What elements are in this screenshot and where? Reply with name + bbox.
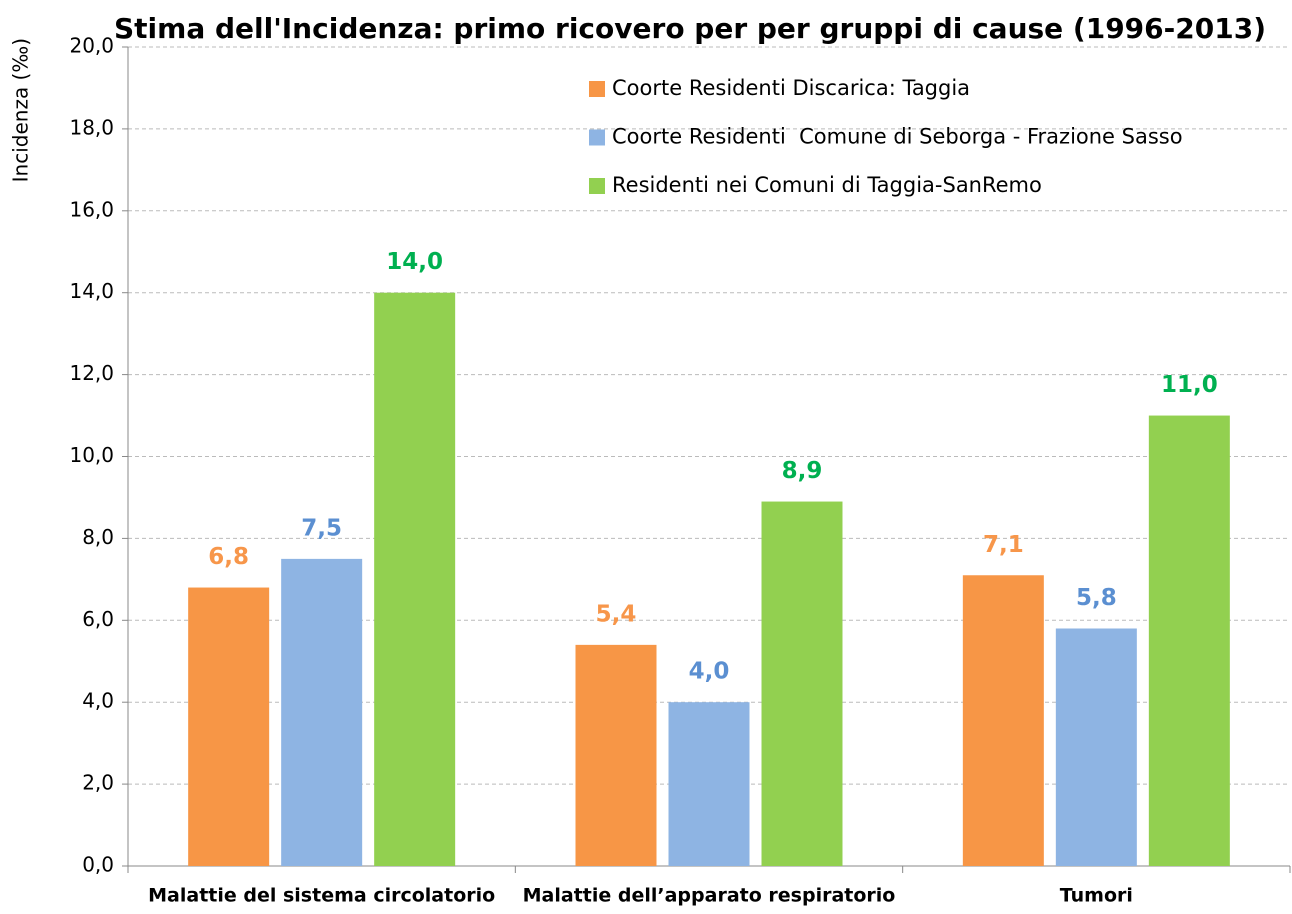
legend-label: Coorte Residenti Discarica: Taggia xyxy=(612,76,970,100)
value-label: 4,0 xyxy=(689,659,730,685)
legend-swatch xyxy=(589,81,605,97)
x-tick-label: Malattie del sistema circolatorio xyxy=(148,885,495,907)
value-label: 11,0 xyxy=(1161,372,1218,398)
bar xyxy=(1148,415,1230,866)
chart-title: Stima dell'Incidenza: primo ricovero per… xyxy=(114,12,1266,45)
y-tick-label: 6,0 xyxy=(82,607,114,631)
value-label: 7,1 xyxy=(983,532,1024,558)
y-tick-label: 20,0 xyxy=(69,34,114,58)
y-tick-label: 12,0 xyxy=(69,361,114,385)
bar xyxy=(668,702,750,866)
bar xyxy=(281,558,363,866)
y-tick-label: 8,0 xyxy=(82,525,114,549)
bar xyxy=(374,292,456,866)
value-label: 8,9 xyxy=(782,458,823,484)
value-label: 5,8 xyxy=(1076,585,1117,611)
y-tick-label: 2,0 xyxy=(82,771,114,795)
y-tick-label: 16,0 xyxy=(69,197,114,221)
value-label: 14,0 xyxy=(386,249,443,275)
value-label: 5,4 xyxy=(596,601,637,627)
legend-swatch xyxy=(589,178,605,194)
y-tick-label: 10,0 xyxy=(69,443,114,467)
y-tick-label: 4,0 xyxy=(82,689,114,713)
y-tick-label: 0,0 xyxy=(82,853,114,877)
bar xyxy=(1055,628,1137,866)
value-label: 6,8 xyxy=(208,544,249,570)
bar xyxy=(761,501,843,866)
y-tick-label: 18,0 xyxy=(69,115,114,139)
bar xyxy=(575,644,657,866)
legend-label: Residenti nei Comuni di Taggia-SanRemo xyxy=(612,173,1042,197)
y-tick-label: 14,0 xyxy=(69,279,114,303)
x-tick-label: Malattie dell’apparato respiratorio xyxy=(523,885,896,907)
y-axis-label: Incidenza (‰) xyxy=(9,38,33,182)
legend-label: Coorte Residenti Comune di Seborga - Fra… xyxy=(612,125,1183,149)
bar xyxy=(962,575,1044,866)
x-tick-label: Tumori xyxy=(1060,885,1133,907)
bar xyxy=(188,587,270,866)
legend-swatch xyxy=(589,129,605,146)
value-label: 7,5 xyxy=(301,515,342,541)
